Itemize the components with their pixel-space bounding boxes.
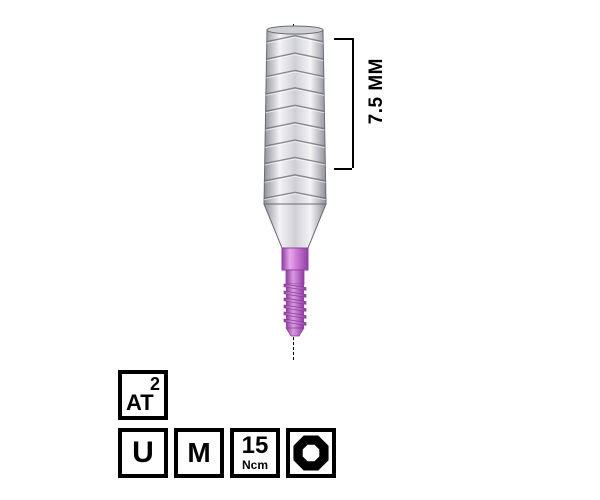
abutment-illustration — [250, 22, 340, 342]
dimension-line — [352, 38, 354, 168]
spec-box-m: M — [174, 428, 224, 478]
spec-row-1: AT 2 — [118, 370, 168, 420]
spec-box-torque: 15 Ncm — [230, 428, 280, 478]
spec-u-text: U — [132, 438, 154, 468]
spec-box-at: AT 2 — [118, 370, 168, 420]
spec-row-2: U M 15 Ncm — [118, 428, 336, 478]
spec-at-main: AT — [126, 392, 154, 414]
spec-box-u: U — [118, 428, 168, 478]
spec-m-text: M — [187, 439, 210, 467]
spec-at-sup: 2 — [150, 374, 160, 395]
driver-octagon-icon — [290, 432, 332, 474]
diagram-stage: 7.5 MM AT 2 U M 15 Ncm — [0, 0, 600, 500]
spec-box-driver — [286, 428, 336, 478]
dimension-label: 7.5 MM — [366, 58, 388, 124]
dimension-tick-top — [334, 38, 352, 40]
spec-torque-sub: Ncm — [234, 458, 276, 472]
spec-torque-main: 15 — [242, 434, 269, 458]
dimension-tick-bottom — [334, 168, 352, 170]
